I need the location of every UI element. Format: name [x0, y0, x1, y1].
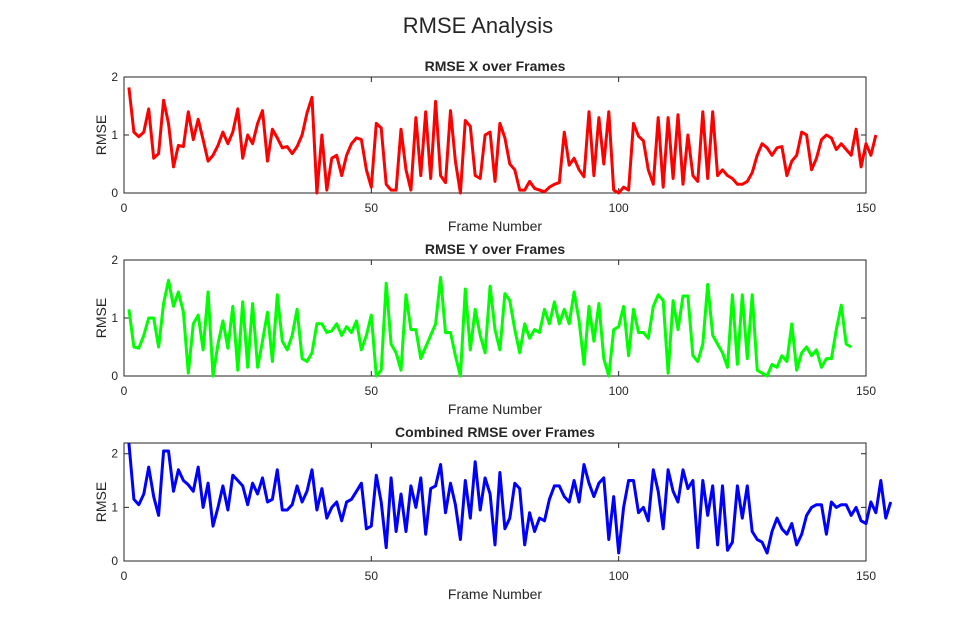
series-line [127, 275, 852, 378]
x-ticks: 0 50 100 150 [121, 260, 876, 398]
x-tick-label: 150 [856, 201, 876, 215]
panel-title: RMSE X over Frames [425, 58, 566, 74]
x-tick-label: 50 [365, 201, 379, 215]
y-tick-label: 1 [111, 128, 118, 142]
x-axis-label: Frame Number [448, 401, 542, 417]
x-ticks: 0 50 100 150 [121, 443, 876, 583]
y-axis-label: RMSE [93, 115, 109, 155]
y-tick-label: 0 [111, 369, 118, 383]
y-ticks: 0 1 2 [111, 447, 866, 568]
y-axis-label: RMSE [93, 482, 109, 522]
y-ticks: 0 1 2 [111, 253, 866, 383]
x-tick-label: 100 [609, 201, 629, 215]
x-axis-label: Frame Number [448, 218, 542, 234]
y-tick-label: 1 [111, 500, 118, 514]
panel-title: Combined RMSE over Frames [395, 424, 595, 440]
x-tick-label: 0 [121, 201, 128, 215]
y-tick-label: 0 [111, 554, 118, 568]
x-tick-label: 0 [121, 384, 128, 398]
panel-rmse-x: RMSE X over Frames 0 50 100 150 0 1 2 Frame N… [93, 58, 878, 234]
x-ticks: 0 50 100 150 [121, 77, 876, 215]
y-tick-label: 1 [111, 311, 118, 325]
x-tick-label: 50 [365, 384, 379, 398]
x-tick-label: 100 [609, 384, 629, 398]
y-tick-label: 2 [111, 70, 118, 84]
x-tick-label: 0 [121, 569, 128, 583]
figure-title: RMSE Analysis [403, 13, 553, 38]
x-tick-label: 150 [856, 569, 876, 583]
panel-rmse-y: RMSE Y over Frames 0 50 100 150 0 1 2 Frame N… [93, 241, 876, 417]
panel-title: RMSE Y over Frames [425, 241, 566, 257]
x-tick-label: 150 [856, 384, 876, 398]
x-tick-label: 100 [609, 569, 629, 583]
y-tick-label: 2 [111, 253, 118, 267]
y-tick-label: 2 [111, 447, 118, 461]
x-tick-label: 50 [365, 569, 379, 583]
panel-combined-rmse: Combined RMSE over Frames 0 50 100 150 012 … [93, 424, 893, 602]
y-ticks: 0 1 2 [111, 70, 866, 200]
series-line [127, 87, 878, 195]
series-line [127, 442, 893, 555]
y-axis-label: RMSE [93, 298, 109, 338]
x-axis-label: Frame Number [448, 586, 542, 602]
y-tick-label: 0 [111, 186, 118, 200]
